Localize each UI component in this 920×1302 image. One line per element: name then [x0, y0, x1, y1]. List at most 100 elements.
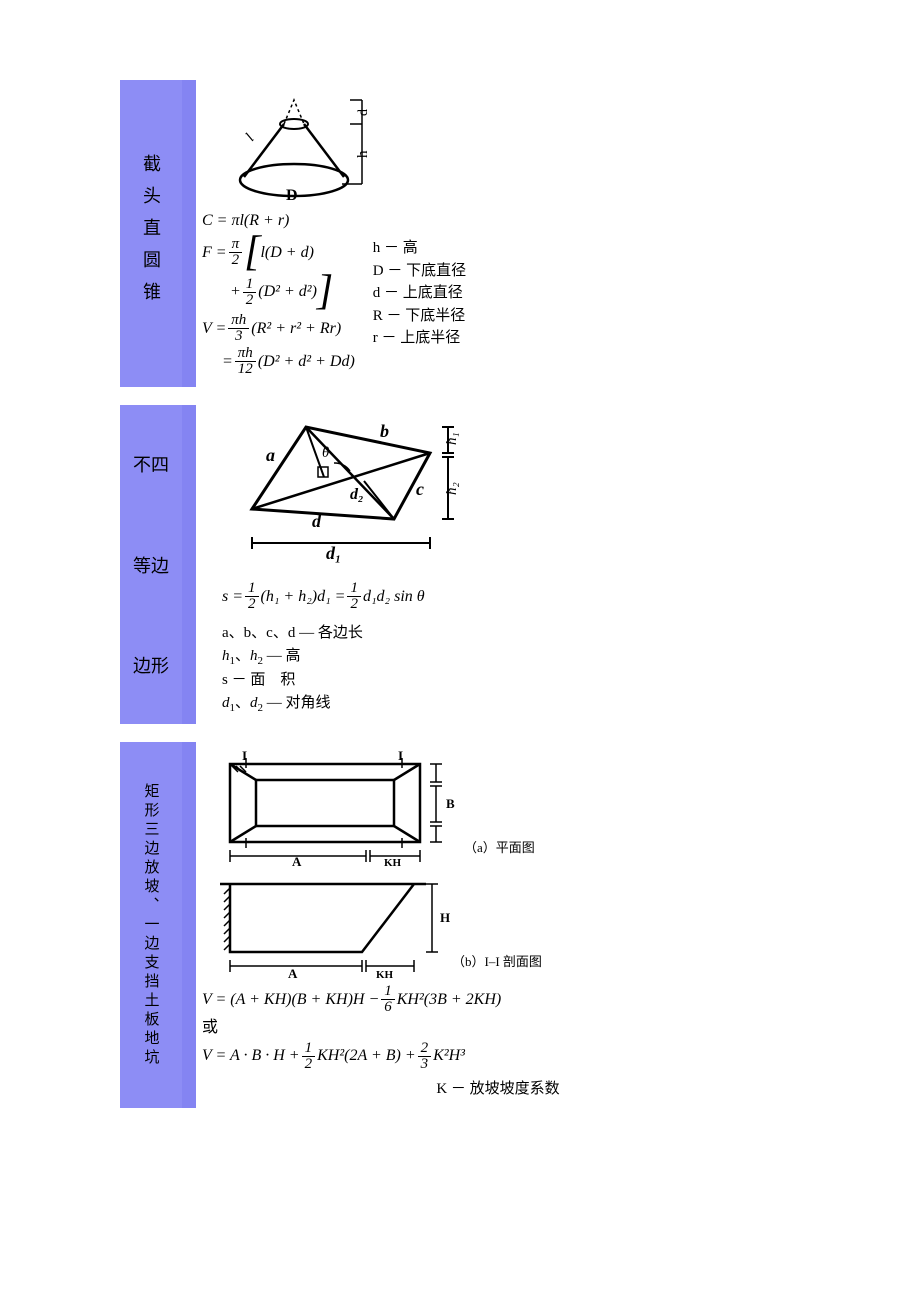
label-A: A	[288, 966, 298, 981]
legend-d: d － 上底直径	[373, 282, 466, 305]
label-h2: h₂	[444, 482, 460, 495]
num: 1	[381, 984, 395, 1000]
row-divider	[182, 742, 196, 1108]
text: (D² + d²)	[258, 281, 317, 303]
num: 1	[347, 581, 361, 597]
text: K²H³	[433, 1045, 465, 1067]
row-irregular-quadrilateral: 不四 等边 边形	[120, 405, 800, 724]
label-b: b	[380, 421, 389, 441]
caption-section: （b）I–I 剖面图	[452, 954, 542, 969]
row-content: I I A KH B （a）平面图	[196, 742, 800, 1108]
cone-diagram: D l h d	[202, 88, 402, 208]
formula-C: C = πl(R + r)	[202, 210, 355, 232]
fraction: 1 2	[302, 1041, 316, 1072]
text: V = A · B · H +	[202, 1045, 300, 1067]
formula-V-line2: = πh 12 (D² + d² + Dd)	[202, 346, 355, 377]
text: (R² + r² + Rr)	[251, 318, 341, 340]
num: 2	[418, 1041, 432, 1057]
label-d1: d₁	[326, 543, 341, 563]
row-truncated-cone: 截头直圆锥 D l h d C = πl(R + r)	[120, 80, 800, 387]
label-KH: KH	[376, 969, 394, 981]
label-KH: KH	[384, 857, 402, 866]
fraction: 1 6	[381, 984, 395, 1015]
den: 2	[229, 253, 243, 268]
legend-h: h － 高	[373, 237, 466, 260]
row-divider	[182, 405, 196, 724]
den: 2	[302, 1057, 316, 1072]
text: V =	[202, 318, 226, 340]
den: 6	[381, 1000, 395, 1015]
formula-s: s = 1 2 (h₁ + h₂)d₁ = 1 2 d₁d₂ sin θ	[222, 581, 794, 612]
row-foundation-pit: 矩形三边放坡、一边支挡土板地坑	[120, 742, 800, 1108]
legend-abcd: a、b、c、d — 各边长	[222, 622, 794, 645]
text: (D² + d² + Dd)	[258, 351, 355, 373]
text: KH²(3B + 2KH)	[397, 989, 501, 1011]
num: 1	[243, 277, 257, 293]
formula-F-line1: F = π 2 [ l(D + d)	[202, 234, 355, 272]
text: V = (A + KH)(B + KH)H −	[202, 989, 379, 1011]
den: 12	[235, 362, 256, 377]
label-I: I	[398, 750, 403, 763]
caption-plan: （a）平面图	[464, 840, 535, 855]
den: 2	[347, 597, 361, 612]
quadrilateral-diagram: a b c d d₁ d₂ h₁ h₂ θ	[222, 413, 482, 563]
label-a: a	[266, 445, 275, 465]
cone-label-d: d	[356, 109, 371, 116]
label-pair: 不四	[133, 451, 169, 477]
label-I: I	[242, 750, 247, 763]
cone-label-D: D	[286, 187, 298, 204]
fraction: 1 2	[245, 581, 259, 612]
legend: a、b、c、d — 各边长 h1、h2 — 高 s － 面 积 d1、d2 — …	[222, 622, 794, 716]
legend-D: D － 下底直径	[373, 260, 466, 283]
legend-d12: d1、d2 — 对角线	[222, 692, 794, 717]
fraction: 2 3	[418, 1041, 432, 1072]
formula-V-line1: V = πh 3 (R² + r² + Rr)	[202, 313, 355, 344]
den: 2	[243, 293, 257, 308]
label-pair: 等边	[133, 552, 169, 578]
rbracket-icon: ]	[317, 273, 333, 311]
lbracket-icon: [	[244, 234, 260, 272]
num: πh	[228, 313, 249, 329]
row-content: D l h d C = πl(R + r) F = π 2 [ l(D + d	[196, 80, 800, 387]
pit-section-diagram: A KH H （b）I–I 剖面图	[202, 866, 542, 982]
den: 3	[418, 1057, 432, 1072]
text: =	[222, 351, 233, 373]
label-A: A	[292, 854, 302, 866]
row-label: 不四 等边 边形	[120, 405, 182, 724]
legend-R: R － 下底半径	[373, 305, 466, 328]
legend-r: r － 上底半径	[373, 327, 466, 350]
row-divider	[182, 80, 196, 387]
den: 2	[245, 597, 259, 612]
row-label: 矩形三边放坡、一边支挡土板地坑	[120, 742, 182, 1108]
fraction: πh 3	[228, 313, 249, 344]
label-d: d	[312, 511, 322, 531]
label-c: c	[416, 479, 424, 499]
legend: h － 高 D － 下底直径 d － 上底直径 R － 下底半径 r － 上底半…	[373, 237, 466, 350]
text: +	[230, 281, 241, 303]
text: KH²(2A + B) +	[317, 1045, 416, 1067]
legend: K － 放坡坡度系数	[202, 1078, 794, 1101]
num: π	[229, 237, 243, 253]
num: πh	[235, 346, 256, 362]
fraction: π 2	[229, 237, 243, 268]
label-h1: h₁	[444, 432, 460, 445]
num: 1	[302, 1041, 316, 1057]
den: 3	[228, 329, 249, 344]
text: d₁d₂ sin θ	[363, 586, 425, 608]
legend-K: K － 放坡坡度系数	[436, 1081, 559, 1097]
formula-F-line2: + 1 2 (D² + d²) ]	[202, 273, 355, 311]
cone-label-l: l	[243, 131, 258, 144]
legend-s: s － 面 积	[222, 669, 794, 692]
text: l(D + d)	[260, 242, 313, 264]
label-H: H	[440, 910, 450, 925]
text: s =	[222, 586, 243, 608]
cone-label-h: h	[355, 150, 371, 158]
label-theta: θ	[322, 445, 330, 461]
text: F =	[202, 242, 227, 264]
formula-or: 或	[202, 1017, 794, 1039]
row-label: 截头直圆锥	[120, 80, 182, 387]
fraction: πh 12	[235, 346, 256, 377]
text: (h₁ + h₂)d₁ =	[261, 586, 346, 608]
row-content: a b c d d₁ d₂ h₁ h₂ θ s = 1 2 (h₁ + h₂)d…	[196, 405, 800, 724]
formula-V2: V = A · B · H + 1 2 KH²(2A + B) + 2 3 K²…	[202, 1041, 794, 1072]
